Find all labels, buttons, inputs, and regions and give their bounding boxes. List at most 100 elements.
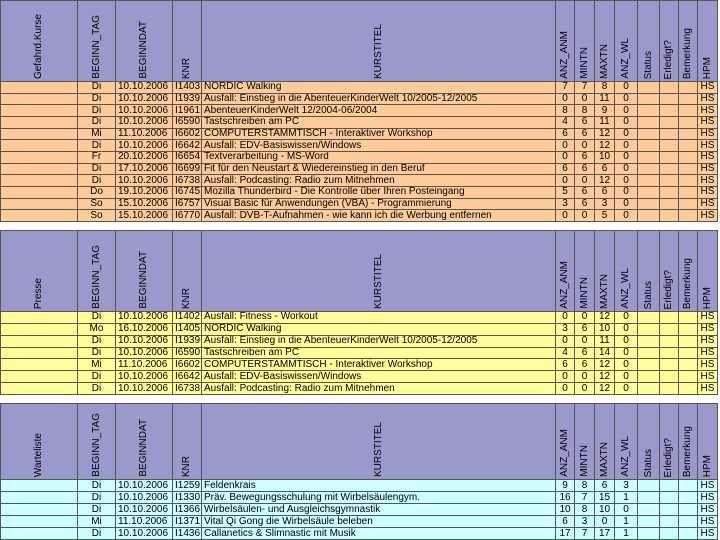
header-cell: MAXTN (595, 403, 615, 480)
table-cell: 12 (595, 383, 615, 395)
table-cell (638, 128, 660, 141)
table-cell (638, 383, 660, 395)
column-header: HPM (701, 56, 713, 79)
table-cell (679, 323, 698, 336)
table-cell: 0 (615, 163, 638, 176)
table-cell: 10.10.2006 (116, 93, 173, 106)
table-cell: 10.10.2006 (116, 82, 173, 94)
table-cell: 6 (595, 480, 615, 492)
table-cell (638, 323, 660, 336)
table-cell (638, 371, 660, 384)
header-cell: BEGINNDAT (116, 230, 173, 312)
table-cell: 14 (595, 347, 615, 360)
table-cell: Mi (78, 128, 116, 141)
table-cell: Mi (78, 516, 116, 528)
table-cell: I6642 (173, 140, 202, 152)
table-cell: I1402 (173, 312, 202, 324)
column-header: BEGINN_TAG (90, 15, 102, 79)
column-header: ANZ_WL (620, 436, 631, 477)
table-cell: 10.10.2006 (116, 140, 173, 152)
header-cell: Status (638, 230, 660, 312)
table-cell: 6 (575, 187, 595, 199)
table-cell: 6 (595, 163, 615, 176)
table-cell (679, 516, 698, 528)
table-cell: 10.10.2006 (116, 480, 173, 492)
table-cell: HS (698, 335, 718, 348)
table-cell: HS (698, 198, 718, 211)
column-header: Warteliste (33, 432, 44, 477)
table-cell: Di (78, 504, 116, 516)
table-cell: Di (78, 105, 116, 117)
table-cell (0, 187, 78, 199)
table-cell (660, 492, 679, 504)
table-cell: 12 (595, 359, 615, 372)
table-cell: 6 (556, 128, 575, 141)
table-cell: Ausfall: Fitness - Workout (202, 312, 556, 324)
table-cell: 0 (575, 312, 595, 324)
column-header: BEGINNDAT (138, 21, 149, 79)
table-cell: I1259 (173, 480, 202, 492)
table-cell: Fr (78, 152, 116, 164)
table-cell: Di (78, 528, 116, 540)
table-cell: Wirbelsäulen- und Ausgleichsgymnastik (202, 504, 556, 516)
table-cell: Vital Qi Gong die Wirbelsäule beleben (202, 516, 556, 528)
table-cell (0, 504, 78, 516)
table-cell: I6642 (173, 371, 202, 384)
table-cell: 10.10.2006 (116, 347, 173, 360)
table-cell: I6602 (173, 128, 202, 141)
table-cell: I6738 (173, 383, 202, 395)
header-cell: ANZ_ANM (556, 403, 575, 480)
table-cell: 3 (575, 516, 595, 528)
table-cell: 6 (556, 163, 575, 176)
table-cell: 7 (556, 82, 575, 94)
table-cell (679, 347, 698, 360)
header-cell: BEGINN_TAG (78, 0, 116, 82)
table-cell: 20.10.2006 (116, 152, 173, 164)
table-cell (660, 528, 679, 540)
table-cell: Di (78, 93, 116, 106)
table-cell: COMPUTERSTAMMTISCH - Interaktiver Worksh… (202, 128, 556, 141)
table-cell: HS (698, 528, 718, 540)
table-cell: 10 (556, 504, 575, 516)
table-cell: 0 (556, 312, 575, 324)
table-cell: 7 (575, 528, 595, 540)
table-cell (679, 152, 698, 164)
table-cell: 0 (575, 93, 595, 106)
table-cell: 4 (556, 117, 575, 129)
header-cell: Erledigt? (660, 403, 679, 480)
table-cell: 6 (575, 163, 595, 176)
table-cell: HS (698, 371, 718, 384)
table-cell: 8 (575, 504, 595, 516)
table-cell: HS (698, 480, 718, 492)
table-cell: HS (698, 140, 718, 152)
table-cell (679, 198, 698, 211)
table-cell (638, 93, 660, 106)
table-cell: Präv. Bewegungsschulung mit Wirbelsäulen… (202, 492, 556, 504)
table-cell (679, 528, 698, 540)
table-cell: I1366 (173, 504, 202, 516)
table-cell (638, 163, 660, 176)
table-cell: 6 (575, 128, 595, 141)
table-cell: Di (78, 492, 116, 504)
table-cell: 11 (595, 335, 615, 348)
table-cell: Ausfall: Podcasting: Radio zum Mitnehmen (202, 175, 556, 187)
column-header: MINTN (578, 277, 590, 309)
table-cell: 17 (595, 528, 615, 540)
header-cell: ANZ_ANM (556, 230, 575, 312)
table-cell: 6 (575, 359, 595, 372)
table-cell (660, 210, 679, 222)
table-cell: Visual Basic für Anwendungen (VBA) - Pro… (202, 198, 556, 211)
table-cell: 3 (615, 480, 638, 492)
header-cell: Bemerkung (679, 0, 698, 82)
table-cell (660, 117, 679, 129)
table-cell: 6 (575, 152, 595, 164)
table-cell (638, 198, 660, 211)
table-cell: Do (78, 187, 116, 199)
table-cell: 6 (575, 198, 595, 211)
table-cell: 0 (615, 371, 638, 384)
table-cell: 0 (615, 312, 638, 324)
table-cell (679, 371, 698, 384)
header-cell: Bemerkung (679, 403, 698, 480)
table-cell: 9 (556, 480, 575, 492)
table-cell: HS (698, 210, 718, 222)
